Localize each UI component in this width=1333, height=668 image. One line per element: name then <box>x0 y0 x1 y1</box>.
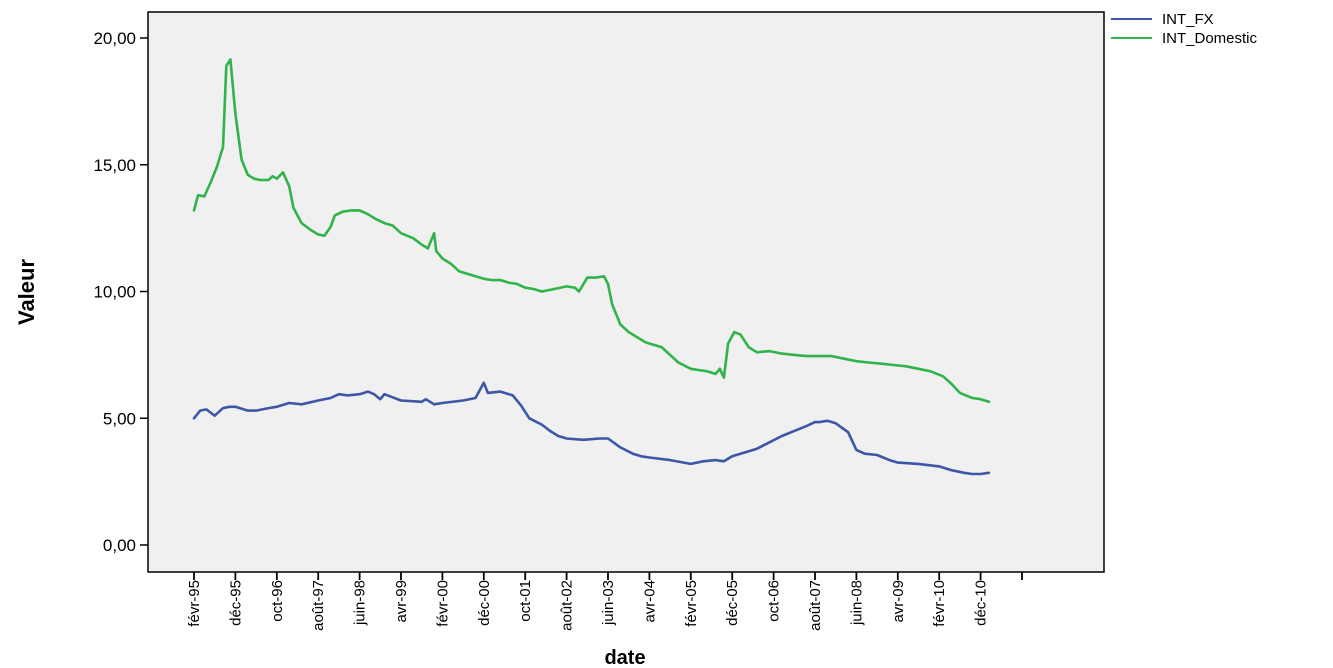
x-axis-title: date <box>604 647 645 668</box>
y-tick-label: 15,00 <box>93 156 136 175</box>
x-tick-label: oct-06 <box>766 580 783 622</box>
y-axis-title: Valeur <box>14 259 39 325</box>
x-tick-label: déc-05 <box>724 580 741 626</box>
y-tick-label: 10,00 <box>93 283 136 302</box>
y-tick-label: 20,00 <box>93 29 136 48</box>
x-tick-label: juin-98 <box>352 580 369 626</box>
x-tick-label: févr-05 <box>683 580 700 627</box>
x-tick-label: oct-01 <box>517 580 534 622</box>
x-tick-label: août-97 <box>310 580 327 631</box>
x-tick-label: avr-99 <box>393 580 410 623</box>
x-tick-label: avr-04 <box>641 580 658 623</box>
x-tick-label: août-07 <box>807 580 824 631</box>
x-tick-label: juin-03 <box>600 580 617 626</box>
legend: INT_FX INT_Domestic <box>1111 11 1258 47</box>
y-tick-label: 0,00 <box>103 536 136 555</box>
x-tick-label: déc-10 <box>973 580 990 626</box>
x-tick-label: févr-10 <box>931 580 948 627</box>
x-tick-label: déc-95 <box>227 580 244 626</box>
x-tick-label: avr-09 <box>890 580 907 623</box>
x-tick-label: déc-00 <box>476 580 493 626</box>
x-tick-label: août-02 <box>559 580 576 631</box>
legend-label: INT_Domestic <box>1162 30 1258 47</box>
x-tick-label: oct-96 <box>269 580 286 622</box>
x-tick-label: juin-08 <box>848 580 865 626</box>
series-layer <box>192 58 991 476</box>
x-tick-label: févr-00 <box>434 580 451 627</box>
x-axis: févr-95 déc-95 oct-96 août-97 juin-98 avr-99 f… <box>186 572 1023 631</box>
plot-area <box>147 11 1105 573</box>
y-tick-label: 5,00 <box>103 409 136 428</box>
legend-label: INT_FX <box>1162 11 1214 28</box>
series-line-int-fx <box>192 381 991 476</box>
series-line-int-domestic <box>192 58 991 404</box>
x-tick-label: févr-95 <box>186 580 203 627</box>
y-axis: 0,00 5,00 10,00 15,00 20,00 <box>93 29 148 555</box>
